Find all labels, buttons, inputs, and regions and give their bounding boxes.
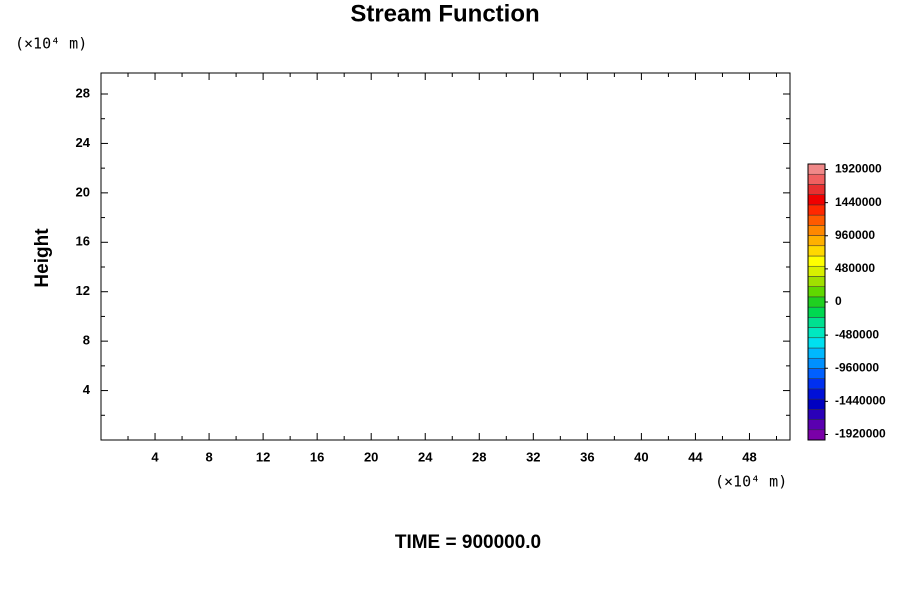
colorbar-tick-label: 1440000 [835, 195, 882, 209]
y-tick-label: 28 [76, 85, 90, 100]
colorbar-band [807, 409, 826, 420]
colorbar-band [807, 368, 826, 379]
y-tick-label: 4 [83, 382, 91, 397]
colorbar-band [807, 286, 826, 298]
colorbar-band [807, 163, 826, 175]
colorbar-band [807, 398, 826, 410]
x-tick-label: 28 [472, 449, 486, 464]
colorbar-tick-label: -1920000 [835, 427, 886, 441]
y-tick-label: 24 [76, 135, 91, 150]
y-axis-label: Height [32, 228, 53, 288]
x-tick-label: 8 [205, 449, 212, 464]
colorbar-band [807, 378, 826, 390]
colorbar-band [807, 265, 826, 277]
colorbar-band [807, 235, 826, 247]
colorbar-band [807, 357, 826, 369]
colorbar-band [807, 214, 826, 226]
y-tick-label: 20 [76, 184, 90, 199]
colorbar-band [807, 225, 826, 236]
colorbar-tick-label: 1920000 [835, 162, 882, 176]
plot-frame [100, 72, 791, 441]
colorbar-band [807, 317, 826, 328]
y-units: (×10⁴ m) [15, 35, 87, 53]
colorbar-tick-label: 480000 [835, 261, 875, 275]
colorbar-band [807, 388, 826, 400]
colorbar-band [807, 276, 826, 287]
colorbar-band [807, 204, 826, 216]
colorbar-band [807, 337, 826, 349]
colorbar-band [807, 306, 826, 318]
y-tick-label: 12 [76, 283, 90, 298]
x-tick-label: 20 [364, 449, 378, 464]
colorbar-tick-label: -1440000 [835, 394, 886, 408]
x-tick-label: 4 [151, 449, 159, 464]
x-units: (×10⁴ m) [715, 473, 787, 491]
colorbar-tick-label: -960000 [835, 360, 879, 374]
colorbar-band [807, 245, 826, 257]
colorbar-tick-label: 960000 [835, 228, 875, 242]
colorbar-band [807, 173, 826, 185]
x-tick-label: 32 [526, 449, 540, 464]
colorbar-band [807, 296, 826, 308]
colorbar-band [807, 327, 826, 339]
colorbar-band [807, 194, 826, 206]
x-tick-label: 44 [688, 449, 703, 464]
chart-title: Stream Function [350, 0, 539, 27]
x-tick-label: 16 [310, 449, 324, 464]
colorbar-tick-label: 0 [835, 294, 842, 308]
y-tick-label: 8 [83, 333, 90, 348]
x-tick-label: 48 [742, 449, 756, 464]
colorbar-band [807, 255, 826, 267]
x-tick-label: 40 [634, 449, 648, 464]
colorbar-band [807, 429, 826, 441]
x-tick-label: 24 [418, 449, 433, 464]
y-tick-label: 16 [76, 234, 90, 249]
colorbar-band [807, 184, 826, 195]
time-label: TIME = 900000.0 [395, 532, 541, 553]
colorbar-tick-label: -480000 [835, 327, 879, 341]
colorbar-band [807, 419, 826, 431]
colorbar-band [807, 347, 826, 359]
x-tick-label: 36 [580, 449, 594, 464]
x-tick-label: 12 [256, 449, 270, 464]
